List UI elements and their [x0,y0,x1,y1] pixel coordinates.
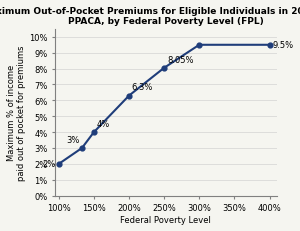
Text: 4%: 4% [97,119,110,128]
Point [56,162,61,166]
X-axis label: Federal Poverty Level: Federal Poverty Level [121,215,211,224]
Text: 9.5%: 9.5% [272,41,293,50]
Text: 2%: 2% [43,160,56,168]
Text: 8.05%: 8.05% [167,55,194,64]
Y-axis label: Maximum % of income
paid out of pocket for premiums: Maximum % of income paid out of pocket f… [7,45,26,180]
Point [127,94,131,98]
Point [162,67,167,70]
Point [197,44,202,47]
Point [92,131,96,134]
Point [267,44,272,47]
Text: 6.3%: 6.3% [132,83,153,92]
Text: 3%: 3% [66,135,79,144]
Point [80,146,84,150]
Title: Maximum Out-of-Pocket Premiums for Eligible Individuals in 2014 Under
PPACA, by : Maximum Out-of-Pocket Premiums for Eligi… [0,7,300,26]
